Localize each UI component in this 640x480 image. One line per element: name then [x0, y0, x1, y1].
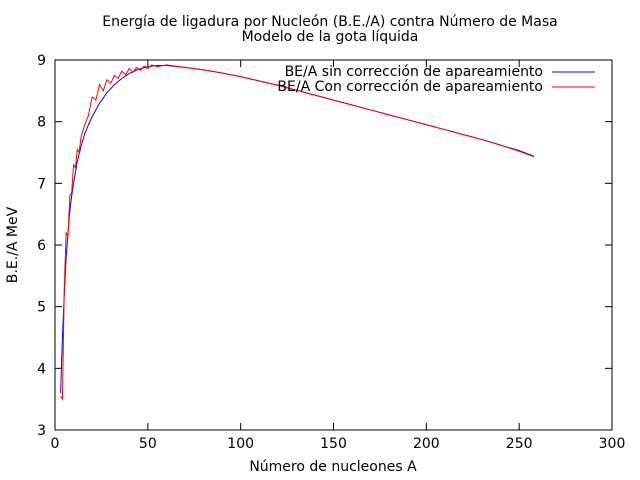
y-tick-label: 5 [37, 300, 46, 316]
x-tick-label: 300 [599, 436, 626, 452]
x-tick-label: 250 [506, 436, 533, 452]
x-tick-label: 50 [139, 436, 157, 452]
x-tick-label: 150 [320, 436, 347, 452]
legend: BE/A sin corrección de apareamientoBE/A … [277, 64, 595, 95]
x-tick-label: 0 [51, 436, 60, 452]
x-axis-label: Número de nucleones A [249, 459, 417, 475]
legend-label-2: BE/A Con corrección de apareamiento [277, 79, 543, 95]
series-layer [60, 64, 535, 401]
x-tick-label: 100 [227, 436, 254, 452]
legend-label-1: BE/A sin corrección de apareamiento [285, 64, 543, 80]
y-tick-label: 7 [37, 176, 46, 192]
y-tick-label: 4 [37, 361, 46, 377]
y-tick-label: 8 [37, 115, 46, 131]
series-line-1 [60, 65, 535, 394]
y-tick-label: 9 [37, 53, 46, 69]
y-tick-label: 6 [37, 238, 46, 254]
y-axis-label: B.E./A MeV [5, 206, 21, 283]
series-line-2 [60, 64, 535, 401]
y-axis: 3 4 5 6 7 8 9 [37, 53, 612, 439]
plot-frame [54, 59, 613, 431]
x-axis: 0 50 100 150 200 250 300 [51, 60, 626, 452]
y-tick-label: 3 [37, 423, 46, 439]
x-tick-label: 200 [413, 436, 440, 452]
chart-title: Energía de ligadura por Nucleón (B.E./A)… [102, 14, 557, 30]
chart-subtitle: Modelo de la gota líquida [242, 29, 419, 45]
